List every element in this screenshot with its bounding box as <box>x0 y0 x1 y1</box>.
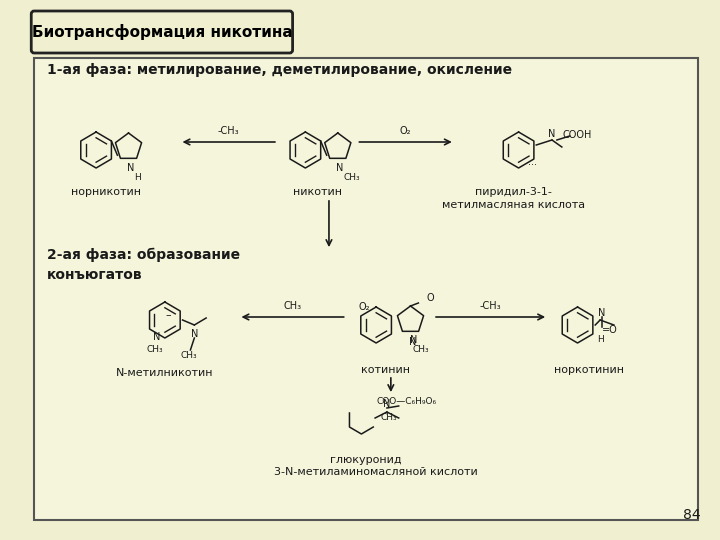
Text: N: N <box>153 332 161 342</box>
Text: котинин: котинин <box>361 365 410 375</box>
Text: -CH₃: -CH₃ <box>480 301 501 311</box>
Text: O₂: O₂ <box>400 126 411 136</box>
Text: Биотрансформация никотина: Биотрансформация никотина <box>32 24 292 40</box>
FancyBboxPatch shape <box>31 11 292 53</box>
Text: N: N <box>127 163 134 173</box>
Text: -CH₃: -CH₃ <box>218 126 240 136</box>
Text: никотин: никотин <box>292 187 342 197</box>
Text: H: H <box>135 173 141 182</box>
Text: 84: 84 <box>683 508 701 522</box>
Bar <box>34 58 698 520</box>
Text: N: N <box>410 335 417 345</box>
Text: CH₃: CH₃ <box>343 173 360 182</box>
Text: норкотинин: норкотинин <box>554 365 624 375</box>
Text: ...: ... <box>528 157 537 167</box>
Text: N-метилникотин: N-метилникотин <box>116 368 214 378</box>
Text: CH₃: CH₃ <box>381 413 397 422</box>
Text: –: – <box>165 310 171 320</box>
Text: COO—C₆H₉O₆: COO—C₆H₉O₆ <box>377 397 436 407</box>
Text: H: H <box>597 334 603 343</box>
Text: конъюгатов: конъюгатов <box>47 268 143 282</box>
Text: пиридил-3-1-: пиридил-3-1- <box>475 187 552 197</box>
Text: =O: =O <box>602 325 618 335</box>
Text: норникотин: норникотин <box>71 187 141 197</box>
Text: O₂: O₂ <box>359 302 370 312</box>
Text: 1-ая фаза: метилирование, деметилирование, окисление: 1-ая фаза: метилирование, деметилировани… <box>47 63 512 77</box>
Text: CH₃: CH₃ <box>412 346 428 354</box>
Text: 2-ая фаза: образование: 2-ая фаза: образование <box>47 248 240 262</box>
Text: N: N <box>191 329 198 339</box>
Text: O: O <box>426 293 434 303</box>
Text: 3-N-метиламиномасляной кислоти: 3-N-метиламиномасляной кислоти <box>274 467 478 477</box>
Text: метилмасляная кислота: метилмасляная кислота <box>442 200 585 210</box>
Text: N: N <box>549 129 556 139</box>
Text: N: N <box>336 163 343 173</box>
Text: CH₃: CH₃ <box>147 345 163 354</box>
Text: N: N <box>383 399 391 409</box>
Text: COOH: COOH <box>563 130 593 140</box>
Text: N: N <box>598 308 606 318</box>
Text: CH₃: CH₃ <box>180 352 197 361</box>
Text: глюкуронид: глюкуронид <box>330 455 402 465</box>
Text: CH₃: CH₃ <box>284 301 302 311</box>
Text: N: N <box>409 337 416 347</box>
